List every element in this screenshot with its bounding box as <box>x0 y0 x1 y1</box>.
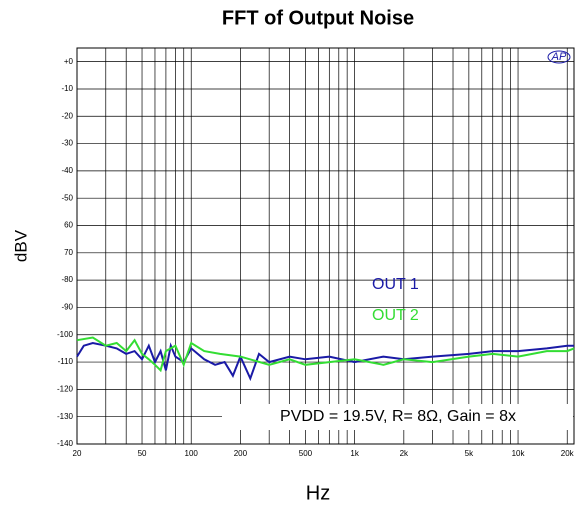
annotation-box <box>222 404 573 430</box>
y-tick-label: -10 <box>61 84 73 93</box>
logo-ring <box>547 50 571 64</box>
y-tick-label: -140 <box>57 439 74 448</box>
chart-title: FFT of Output Noise <box>222 7 414 29</box>
logo: AP <box>551 51 567 63</box>
x-tick-label: 20k <box>561 449 575 458</box>
y-tick-label: -90 <box>61 303 73 312</box>
y-tick-label: -30 <box>61 139 73 148</box>
legend-label: OUT 1 <box>372 276 419 293</box>
y-tick-label: -120 <box>57 384 74 393</box>
x-tick-label: 1k <box>350 449 359 458</box>
y-tick-label: -20 <box>61 111 73 120</box>
x-tick-label: 200 <box>234 449 248 458</box>
legend-label: OUT 2 <box>372 307 419 324</box>
y-tick-label: 70 <box>64 248 73 257</box>
x-axis-label: Hz <box>306 482 330 504</box>
y-tick-label: -100 <box>57 330 74 339</box>
y-tick-label: +0 <box>64 57 74 66</box>
x-tick-label: 5k <box>465 449 474 458</box>
y-tick-label: -80 <box>61 275 73 284</box>
x-tick-label: 50 <box>138 449 147 458</box>
y-axis-label: dBV <box>11 229 30 262</box>
data-line <box>76 341 574 382</box>
x-tick-label: 500 <box>299 449 313 458</box>
x-tick-label: 100 <box>185 449 199 458</box>
y-tick-label: 60 <box>64 221 73 230</box>
data-line <box>76 336 575 373</box>
y-tick-label: -110 <box>58 357 74 366</box>
plot-area <box>76 47 575 445</box>
x-tick-label: 10k <box>512 449 526 458</box>
x-tick-label: 20 <box>73 449 82 458</box>
y-tick-label: -50 <box>61 193 73 202</box>
y-tick-label: -130 <box>57 412 74 421</box>
y-tick-label: -40 <box>61 166 73 175</box>
x-tick-label: 2k <box>400 449 409 458</box>
annotation: PVDD = 19.5V, R= 8Ω, Gain = 8x <box>280 408 516 425</box>
